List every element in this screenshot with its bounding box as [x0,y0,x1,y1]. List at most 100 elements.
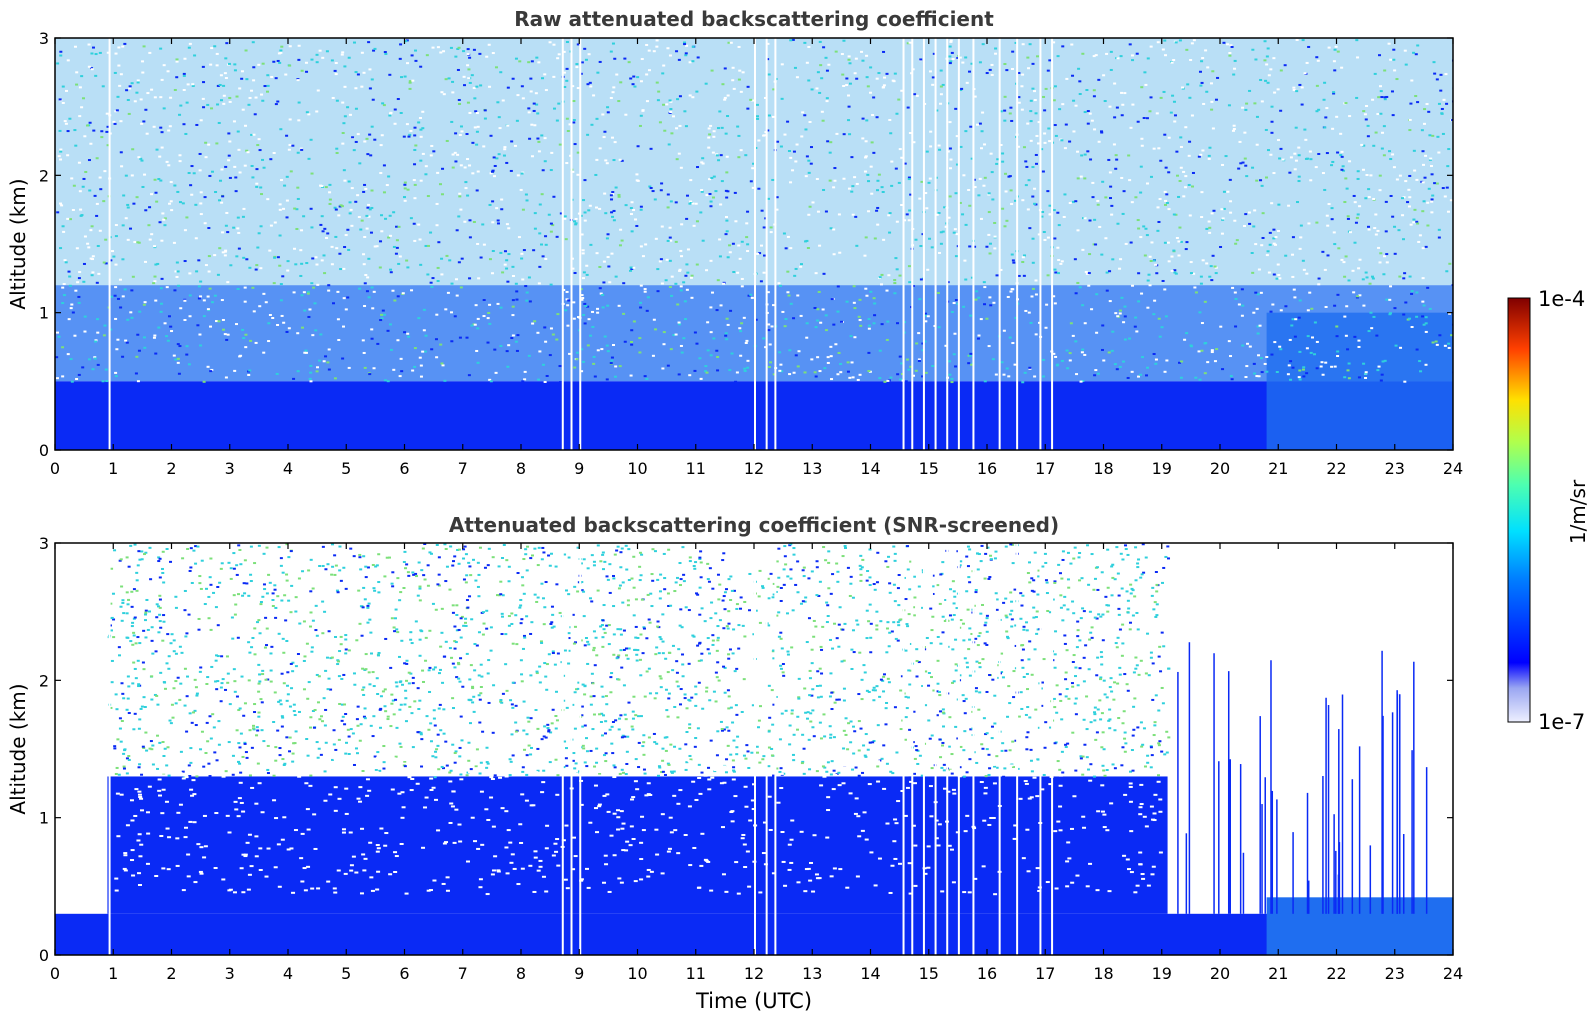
heatmap-cell [239,354,243,357]
heatmap-cell [619,228,623,231]
heatmap-cell [766,42,770,45]
x-tick-label: 19 [1152,459,1172,478]
heatmap-cell [451,707,455,710]
heatmap-cell [786,120,790,123]
heatmap-cell [393,122,397,125]
heatmap-cell [1412,221,1416,224]
heatmap-cell [1330,365,1334,368]
heatmap-cell [475,644,479,647]
heatmap-cell [867,318,871,321]
heatmap-cell [321,230,325,233]
heatmap-cell [1177,254,1181,257]
heatmap-cell [1440,107,1444,110]
heatmap-cell [420,765,424,768]
heatmap-cell [235,573,239,576]
heatmap-cell [499,306,503,309]
heatmap-cell [154,352,158,355]
heatmap-cell [96,244,100,247]
heatmap-cell [196,545,200,548]
heatmap-cell [538,265,542,268]
heatmap-cell [309,380,313,383]
heatmap-cell [1078,579,1082,582]
heatmap-cell [1108,197,1112,200]
heatmap-cell [133,241,137,244]
heatmap-cell [1109,50,1113,53]
heatmap-cell [1317,152,1321,155]
heatmap-cell [1395,178,1399,181]
heatmap-cell [707,136,711,139]
heatmap-cell [538,203,542,206]
heatmap-cell [379,695,383,698]
heatmap-cell [1156,206,1160,209]
heatmap-cell [55,356,59,359]
heatmap-cell [710,69,714,72]
heatmap-cell [370,328,374,331]
heatmap-cell [869,165,873,168]
heatmap-cell [987,193,991,196]
heatmap-cell [326,563,330,566]
heatmap-cell [674,333,678,336]
heatmap-cell [1300,103,1304,106]
heatmap-cell [579,72,583,75]
heatmap-cell [257,232,261,235]
heatmap-cell [1424,363,1428,366]
heatmap-cell [1240,314,1244,317]
heatmap-cell [224,165,228,168]
heatmap-cell [122,194,126,197]
heatmap-cell [617,587,621,590]
heatmap-cell [1356,213,1360,216]
heatmap-cell [1031,287,1035,290]
heatmap-cell [1302,268,1306,271]
heatmap-cell [979,318,983,321]
heatmap-cell [105,130,109,133]
heatmap-cell [231,637,235,640]
heatmap-cell [757,726,761,729]
heatmap-cell [1436,135,1440,138]
heatmap-cell [1430,200,1434,203]
heatmap-cell [829,672,833,675]
heatmap-cell [83,135,87,138]
heatmap-cell [772,582,776,585]
heatmap-cell [572,220,576,223]
heatmap-cell [1113,681,1117,684]
heatmap-cell [1427,110,1431,113]
heatmap-cell [915,342,919,345]
heatmap-cell [188,315,192,318]
heatmap-cell [595,158,599,161]
heatmap-cell [882,238,886,241]
heatmap-cell [1074,713,1078,716]
heatmap-cell [1092,89,1096,92]
heatmap-cell [1175,150,1179,153]
heatmap-cell [466,158,470,161]
heatmap-cell [1125,683,1129,686]
heatmap-cell [1441,187,1445,190]
heatmap-cell [199,119,203,122]
heatmap-cell [712,135,716,138]
heatmap-cell [311,587,315,590]
heatmap-cell [1154,694,1158,697]
heatmap-cell [1275,371,1279,374]
heatmap-cell [906,545,910,548]
heatmap-cell [406,62,410,65]
heatmap-cell [152,125,156,128]
heatmap-cell [417,561,421,564]
heatmap-cell [622,282,626,285]
heatmap-cell [601,551,605,554]
heatmap-cell [179,307,183,310]
heatmap-cell [409,129,413,132]
heatmap-cell [1093,374,1097,377]
heatmap-cell [1219,325,1223,328]
heatmap-cell [1291,253,1295,256]
heatmap-cell [342,267,346,270]
heatmap-cell [271,592,275,595]
heatmap-cell [285,199,289,202]
heatmap-cell [734,704,738,707]
heatmap-cell [944,225,948,228]
heatmap-cell [1052,352,1056,355]
heatmap-cell [558,365,562,368]
heatmap-cell [90,67,94,70]
heatmap-cell [545,374,549,377]
heatmap-cell [593,375,597,378]
heatmap-cell [1165,730,1169,733]
heatmap-cell [974,591,978,594]
